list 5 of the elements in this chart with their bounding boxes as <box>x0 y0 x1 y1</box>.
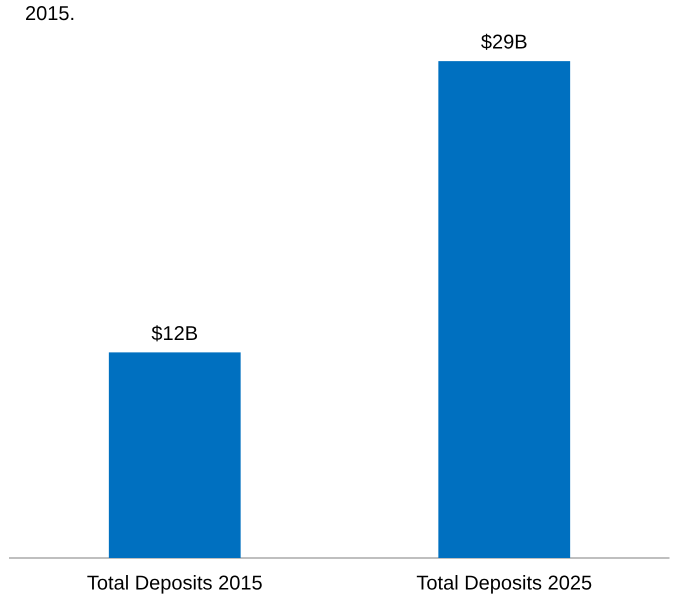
data-label: $29B <box>480 32 528 54</box>
x-tick-label: Total Deposits 2015 <box>86 572 263 595</box>
data-label: $12B <box>151 322 198 345</box>
x-tick-label: Total Deposits 2025 <box>416 572 592 595</box>
text: 2015. <box>25 2 76 26</box>
